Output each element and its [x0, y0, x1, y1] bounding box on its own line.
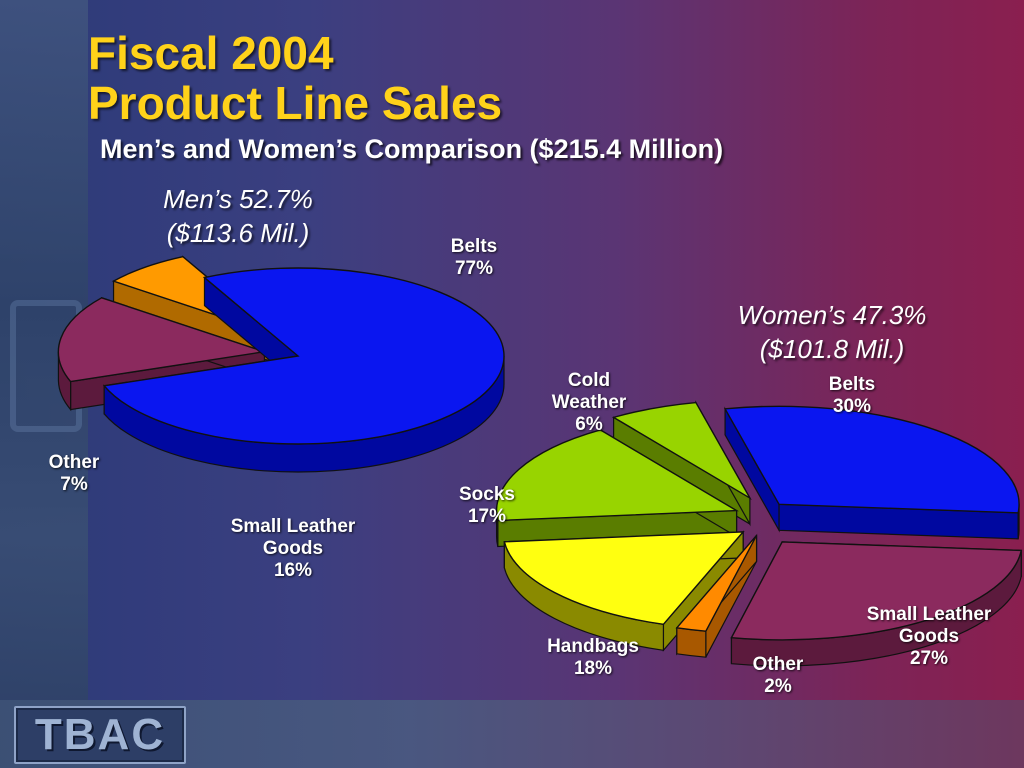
tbac-logo: TBAC — [14, 706, 186, 764]
womens-slice-other — [675, 533, 758, 658]
mens-amount: ($113.6 Mil.) — [166, 218, 310, 248]
slice-top — [495, 429, 739, 522]
mens-slg-name-2: Goods — [262, 538, 324, 559]
mens-other-label: Other 7% — [34, 452, 114, 496]
title-line-1: Fiscal 2004 — [88, 27, 334, 79]
womens-belts-name: Belts — [828, 374, 876, 395]
womens-slice-small-leather-goods — [730, 541, 1023, 667]
womens-socks-name: Socks — [459, 484, 515, 505]
womens-slice-belts — [723, 405, 1020, 540]
womens-handbags-name: Handbags — [547, 636, 639, 657]
womens-slg-value: 27% — [909, 648, 949, 669]
chart-subtitle: Men’s and Women’s Comparison ($215.4 Mil… — [100, 134, 724, 164]
mens-belts-value: 77% — [454, 258, 494, 279]
mens-slg-label: Small Leather Goods 16% — [198, 516, 388, 582]
womens-slice-socks — [495, 428, 739, 548]
womens-slice-cold-weather — [611, 400, 752, 527]
womens-slg-name-1: Small Leather — [866, 604, 992, 625]
womens-cold-weather-name-2: Weather — [551, 392, 627, 413]
womens-belts-label: Belts 30% — [800, 374, 904, 418]
slice-top — [730, 541, 1023, 641]
womens-handbags-value: 18% — [573, 658, 613, 679]
mens-group-label: Men’s 52.7% ($113.6 Mil.) — [128, 182, 348, 250]
slice-top — [723, 405, 1020, 514]
mens-slg-value: 16% — [273, 560, 313, 581]
womens-handbags-label: Handbags 18% — [530, 636, 656, 680]
mens-other-value: 7% — [60, 474, 88, 495]
womens-amount: ($101.8 Mil.) — [759, 334, 905, 364]
womens-slg-label: Small Leather Goods 27% — [844, 604, 1014, 670]
page-title: Fiscal 2004 Product Line Sales — [88, 28, 502, 128]
womens-cold-weather-name-1: Cold — [567, 370, 611, 391]
womens-other-name: Other — [752, 654, 804, 675]
slice-top — [503, 531, 745, 626]
womens-socks-value: 17% — [467, 506, 507, 527]
mens-share: Men’s 52.7% — [163, 184, 313, 214]
womens-other-value: 2% — [764, 676, 792, 697]
slice-top — [611, 401, 752, 500]
womens-cold-weather-label: Cold Weather 6% — [536, 370, 642, 436]
womens-cold-weather-value: 6% — [575, 414, 603, 435]
mens-slg-name-1: Small Leather — [230, 516, 356, 537]
mens-slice-belts — [102, 267, 505, 473]
womens-group-label: Women’s 47.3% ($101.8 Mil.) — [712, 298, 952, 366]
title-line-2: Product Line Sales — [88, 77, 503, 129]
mens-other-name: Other — [48, 452, 100, 473]
slice-top — [675, 534, 758, 632]
slice-side — [676, 627, 707, 658]
womens-belts-value: 30% — [832, 396, 872, 417]
slice-top — [57, 297, 265, 383]
womens-socks-label: Socks 17% — [440, 484, 534, 528]
logo-text: TBAC — [34, 710, 166, 759]
mens-belts-label: Belts 77% — [424, 236, 524, 280]
slice-top — [102, 267, 505, 445]
mens-belts-name: Belts — [450, 236, 498, 257]
womens-other-label: Other 2% — [738, 654, 818, 698]
womens-share: Women’s 47.3% — [737, 300, 927, 330]
womens-slg-name-2: Goods — [898, 626, 960, 647]
